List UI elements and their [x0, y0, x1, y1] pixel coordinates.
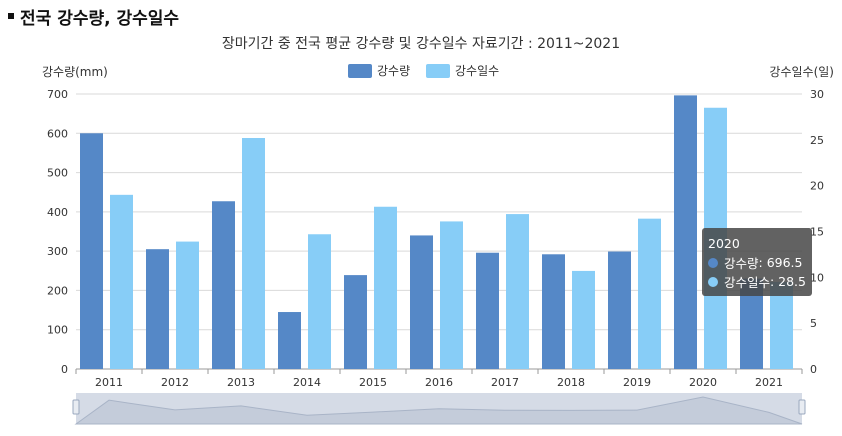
bar-rainfall[interactable] — [608, 251, 631, 369]
y-tick-label: 200 — [47, 284, 68, 297]
y-tick-label: 100 — [47, 324, 68, 337]
chart-title: 장마기간 중 전국 평균 강수량 및 강수일수 자료기간 : 2011~2021 — [222, 36, 620, 52]
bar-rain-days[interactable] — [176, 241, 199, 369]
y2-axis-label: 강수일수(일) — [769, 65, 834, 79]
x-tick-label: 2011 — [95, 376, 123, 389]
y2-tick-label: 25 — [810, 134, 824, 147]
x-tick-label: 2015 — [359, 376, 387, 389]
bar-rain-days[interactable] — [308, 234, 331, 369]
x-tick-label: 2017 — [491, 376, 519, 389]
bar-rain-days[interactable] — [110, 194, 133, 369]
legend-swatch-1[interactable] — [426, 64, 450, 78]
y2-tick-label: 10 — [810, 271, 824, 284]
tooltip-dot-rainfall — [708, 257, 718, 268]
bar-rain-days[interactable] — [242, 138, 265, 369]
y-tick-label: 0 — [61, 363, 68, 376]
bar-rain-days[interactable] — [374, 206, 397, 369]
y2-tick-label: 20 — [810, 180, 824, 193]
tooltip-title: 2020 — [708, 236, 740, 251]
tooltip-row-days: 강수일수: 28.5 — [708, 272, 806, 291]
bar-rainfall[interactable] — [542, 254, 565, 369]
bar-rain-days[interactable] — [440, 221, 463, 369]
legend-label-1[interactable]: 강수일수 — [455, 64, 499, 78]
x-tick-label: 2013 — [227, 376, 255, 389]
bar-rainfall[interactable] — [740, 278, 763, 369]
bar-rainfall[interactable] — [410, 235, 433, 369]
bar-rainfall[interactable] — [212, 201, 235, 369]
tooltip-label-days: 강수일수 — [723, 275, 770, 290]
title-bullet — [8, 13, 14, 19]
y-tick-label: 300 — [47, 245, 68, 258]
x-tick-label: 2021 — [755, 376, 783, 389]
bar-rainfall[interactable] — [344, 275, 367, 369]
navigator-right-handle[interactable] — [798, 399, 806, 415]
bar-group[interactable] — [80, 95, 793, 369]
x-tick-label: 2020 — [689, 376, 717, 389]
x-tick-label: 2018 — [557, 376, 585, 389]
tooltip-dot-days — [708, 276, 718, 287]
axes: 0 100 200 300 400 500 600 700 0 5 10 15 20 25 30 2011 20… — [47, 88, 824, 389]
y-tick-label: 700 — [47, 88, 68, 101]
x-tick-label: 2019 — [623, 376, 651, 389]
bar-rain-days[interactable] — [572, 270, 595, 369]
x-tick-label: 2014 — [293, 376, 321, 389]
legend-swatch-0[interactable] — [348, 64, 372, 78]
y2-tick-label: 5 — [810, 317, 817, 330]
bar-rain-days[interactable] — [770, 281, 793, 369]
y-tick-label: 600 — [47, 127, 68, 140]
bar-rain-days[interactable] — [638, 218, 661, 369]
bar-rainfall[interactable] — [146, 249, 169, 369]
tooltip-value-rainfall: 696.5 — [766, 255, 803, 270]
range-navigator[interactable] — [72, 393, 806, 425]
page-title-text: 전국 강수량, 강수일수 — [20, 9, 180, 29]
bar-rainfall[interactable] — [278, 312, 301, 369]
bar-rainfall[interactable] — [80, 133, 103, 369]
tooltip-label-rainfall: 강수량 — [724, 256, 759, 271]
x-tick-label: 2012 — [161, 376, 189, 389]
chart-legend[interactable]: 강수량 강수일수 — [348, 64, 499, 78]
y2-tick-label: 15 — [810, 226, 824, 239]
page-title: 전국 강수량, 강수일수 — [8, 4, 179, 29]
y-tick-label: 400 — [47, 206, 68, 219]
bar-rainfall[interactable] — [674, 95, 697, 369]
bar-rainfall[interactable] — [476, 252, 499, 369]
bar-rain-days[interactable] — [506, 214, 529, 369]
x-tick-label: 2016 — [425, 376, 453, 389]
tooltip-value-days: 28.5 — [778, 274, 806, 289]
legend-label-0[interactable]: 강수량 — [377, 64, 410, 78]
navigator-series — [74, 396, 803, 425]
y2-tick-label: 30 — [810, 88, 824, 101]
y-tick-label: 500 — [47, 167, 68, 180]
navigator-left-handle[interactable] — [72, 399, 80, 415]
chart-tooltip: 2020 강수량: 696.5 강수일수: 28.5 — [702, 228, 812, 296]
y2-tick-label: 0 — [810, 363, 817, 376]
y-axis-label: 강수량(mm) — [42, 65, 108, 79]
tooltip-row-rainfall: 강수량: 696.5 — [708, 253, 806, 272]
